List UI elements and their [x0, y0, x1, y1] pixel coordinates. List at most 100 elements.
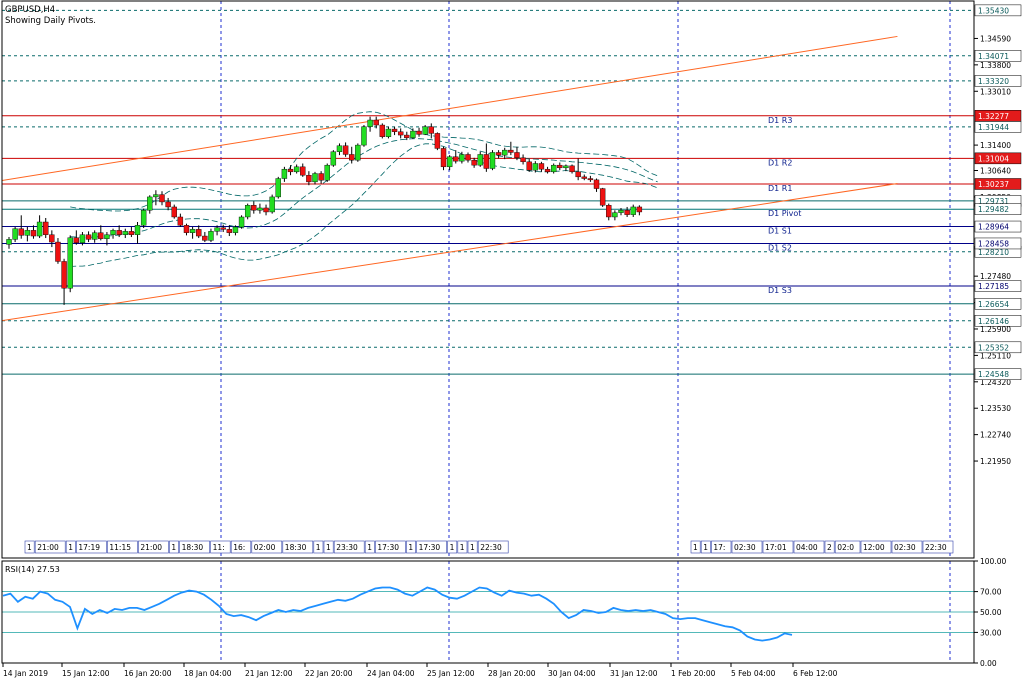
candle[interactable] [293, 164, 300, 174]
candle[interactable] [49, 230, 55, 248]
candle[interactable] [606, 203, 612, 221]
candle[interactable] [244, 203, 251, 220]
candle[interactable] [6, 237, 12, 249]
candle[interactable] [281, 166, 288, 182]
rsi-line[interactable] [2, 586, 793, 642]
candle[interactable] [73, 230, 80, 245]
rsi-panel[interactable]: RSI(14) 27.53 [2, 561, 974, 663]
candle[interactable] [171, 204, 177, 219]
candle[interactable] [630, 204, 636, 217]
candle[interactable] [453, 150, 459, 164]
candle[interactable] [410, 128, 416, 140]
candle[interactable] [489, 150, 496, 171]
candle[interactable] [330, 150, 337, 167]
candle[interactable] [459, 151, 465, 164]
candle[interactable] [140, 208, 147, 229]
candle[interactable] [202, 232, 208, 243]
candle[interactable] [636, 205, 643, 216]
candle[interactable] [128, 227, 135, 238]
candle[interactable] [544, 166, 551, 174]
candle[interactable] [147, 195, 153, 214]
candle[interactable] [263, 204, 269, 216]
candle[interactable] [575, 158, 581, 181]
candle[interactable] [91, 230, 98, 243]
candle[interactable] [275, 176, 281, 199]
candle[interactable] [624, 206, 630, 217]
candle[interactable] [483, 143, 490, 172]
candle[interactable] [532, 161, 539, 173]
candle[interactable] [391, 126, 398, 136]
candle[interactable] [477, 151, 483, 167]
candle[interactable] [85, 231, 92, 243]
candle[interactable] [232, 225, 239, 236]
candle[interactable] [428, 123, 434, 139]
candle[interactable] [43, 217, 49, 239]
candle[interactable] [593, 178, 600, 192]
candle[interactable] [361, 125, 367, 147]
candle[interactable] [446, 155, 453, 171]
candle[interactable] [465, 152, 471, 163]
candle[interactable] [612, 210, 618, 221]
candle[interactable] [153, 190, 159, 206]
candle[interactable] [287, 165, 294, 176]
candle[interactable] [12, 227, 18, 243]
trendline[interactable] [2, 183, 898, 322]
candle[interactable] [61, 258, 67, 305]
candle[interactable] [208, 228, 214, 243]
candle[interactable] [397, 128, 404, 139]
candle[interactable] [367, 116, 373, 132]
candle[interactable] [324, 163, 330, 182]
candle[interactable] [214, 225, 220, 236]
candle[interactable] [618, 207, 624, 216]
candle[interactable] [177, 213, 184, 228]
trendline[interactable] [2, 35, 898, 182]
candle[interactable] [502, 147, 508, 160]
candle[interactable] [434, 132, 441, 151]
candle[interactable] [67, 235, 73, 293]
candle[interactable] [110, 228, 116, 239]
candle[interactable] [18, 215, 24, 239]
candle[interactable] [416, 127, 422, 137]
candle[interactable] [508, 141, 514, 156]
candle[interactable] [569, 164, 575, 174]
candle[interactable] [538, 161, 545, 172]
candle[interactable] [373, 116, 379, 129]
candle[interactable] [471, 157, 477, 168]
candle[interactable] [159, 191, 165, 206]
candle[interactable] [514, 146, 520, 161]
candle[interactable] [563, 164, 569, 172]
candle[interactable] [312, 171, 318, 185]
candle[interactable] [557, 162, 563, 171]
candle[interactable] [134, 221, 141, 244]
candle[interactable] [581, 174, 587, 181]
candle[interactable] [36, 215, 43, 239]
candle[interactable] [165, 197, 171, 211]
candle[interactable] [379, 123, 386, 139]
candle[interactable] [98, 225, 104, 241]
candle[interactable] [300, 163, 306, 177]
candle[interactable] [257, 203, 263, 214]
candle[interactable] [599, 187, 606, 207]
candle[interactable] [440, 146, 447, 171]
candle[interactable] [422, 125, 428, 136]
candle[interactable] [520, 154, 526, 165]
candle[interactable] [220, 224, 226, 233]
candle[interactable] [355, 143, 361, 162]
candle[interactable] [251, 201, 257, 214]
candle[interactable] [189, 227, 196, 239]
candle[interactable] [269, 194, 275, 214]
candle[interactable] [24, 227, 31, 242]
candle[interactable] [385, 126, 392, 139]
candle[interactable] [336, 143, 343, 156]
candle[interactable] [196, 225, 202, 239]
candle[interactable] [183, 223, 190, 236]
candle[interactable] [495, 150, 502, 159]
candle[interactable] [79, 232, 86, 246]
candle[interactable] [226, 225, 233, 237]
candle[interactable] [550, 163, 557, 174]
candle[interactable] [116, 225, 122, 238]
candle[interactable] [526, 159, 532, 172]
candle[interactable] [587, 175, 594, 182]
candle[interactable] [55, 238, 61, 264]
